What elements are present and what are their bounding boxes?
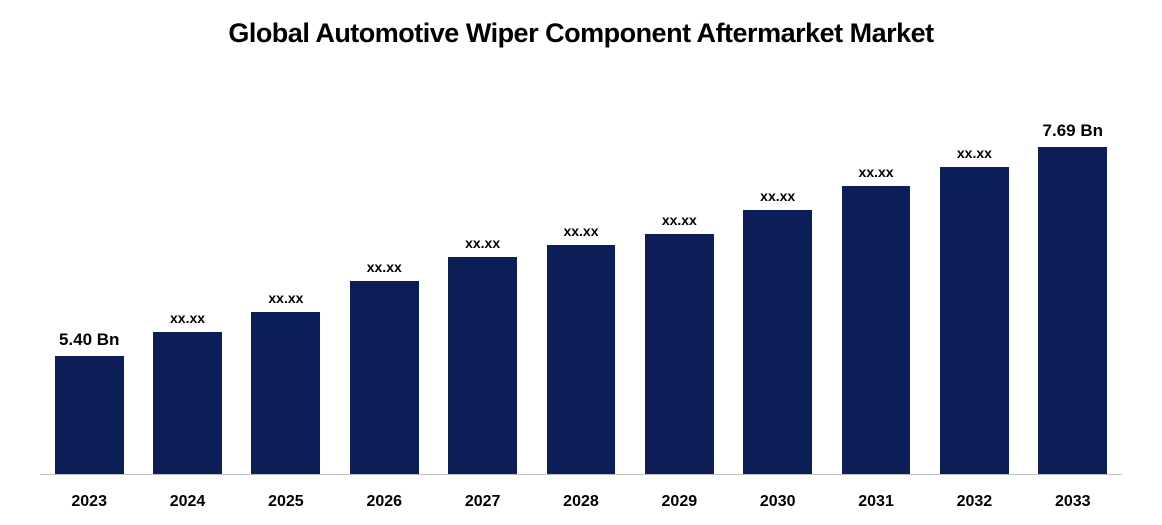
bar-value-label: 7.69 Bn: [1043, 121, 1103, 141]
x-axis-label: 2029: [630, 493, 728, 511]
bar-value-label: xx.xx: [859, 164, 894, 180]
bar-value-label: xx.xx: [760, 188, 795, 204]
bar-slot: xx.xx: [827, 80, 925, 474]
bar-value-label: xx.xx: [563, 223, 598, 239]
bar-value-label: xx.xx: [367, 259, 402, 275]
x-axis-label: 2030: [729, 493, 827, 511]
x-axis-label: 2032: [925, 493, 1023, 511]
x-axis-label: 2025: [237, 493, 335, 511]
x-axis-label: 2023: [40, 493, 138, 511]
bar: [153, 332, 222, 474]
chart-title: Global Automotive Wiper Component Afterm…: [0, 0, 1162, 49]
bar-value-label: xx.xx: [957, 145, 992, 161]
x-axis-label: 2026: [335, 493, 433, 511]
bar-slot: xx.xx: [532, 80, 630, 474]
bar-slot: xx.xx: [729, 80, 827, 474]
bar: [251, 312, 320, 474]
x-axis-label: 2027: [433, 493, 531, 511]
bar-value-label: xx.xx: [465, 235, 500, 251]
bar-value-label: xx.xx: [662, 212, 697, 228]
bar-slot: xx.xx: [138, 80, 236, 474]
bar-value-label: 5.40 Bn: [59, 330, 119, 350]
bar: [645, 234, 714, 474]
bar: [547, 245, 616, 474]
x-axis-label: 2028: [532, 493, 630, 511]
bar-slot: xx.xx: [335, 80, 433, 474]
bar-slot: 7.69 Bn: [1024, 80, 1122, 474]
x-axis-label: 2033: [1024, 493, 1122, 511]
x-axis-label: 2031: [827, 493, 925, 511]
bar-container: 5.40 Bn xx.xx xx.xx xx.xx xx.xx xx.xx xx.xx xx.…: [40, 80, 1122, 475]
bar: [1038, 147, 1107, 474]
bar: [842, 186, 911, 474]
bar-value-label: xx.xx: [268, 290, 303, 306]
bar: [55, 356, 124, 474]
x-axis: 2023202420252026202720282029203020312032…: [40, 493, 1122, 511]
x-axis-label: 2024: [138, 493, 236, 511]
bar-slot: xx.xx: [630, 80, 728, 474]
bar-slot: xx.xx: [433, 80, 531, 474]
bar-value-label: xx.xx: [170, 310, 205, 326]
bar: [448, 257, 517, 474]
chart-plot-area: 5.40 Bn xx.xx xx.xx xx.xx xx.xx xx.xx xx.xx xx.…: [40, 80, 1122, 475]
bar: [940, 167, 1009, 474]
bar: [350, 281, 419, 474]
bar-slot: xx.xx: [237, 80, 335, 474]
bar-slot: xx.xx: [925, 80, 1023, 474]
bar: [743, 210, 812, 474]
bar-slot: 5.40 Bn: [40, 80, 138, 474]
